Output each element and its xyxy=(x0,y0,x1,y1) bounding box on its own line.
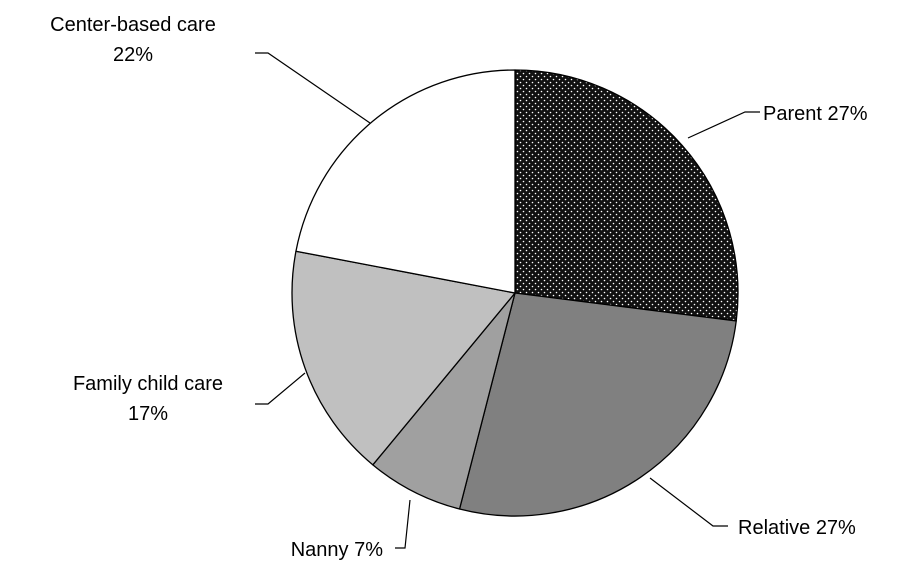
pie-slice-relative xyxy=(458,292,737,517)
slice-label: Parent 27% xyxy=(763,103,868,125)
leader-lines xyxy=(255,52,760,549)
pie-slice-family-child-care xyxy=(291,250,516,466)
leader-line xyxy=(649,477,728,527)
slice-percent-label: 17% xyxy=(128,403,168,425)
pie-slices xyxy=(291,69,739,517)
slice-label: Center-based care xyxy=(50,14,216,36)
pie-slice-parent xyxy=(514,69,739,322)
slice-labels: Parent 27% Relative 27% Nanny 7% Family chi… xyxy=(50,14,868,561)
leader-line xyxy=(687,111,760,139)
leader-line xyxy=(255,52,371,124)
leader-line xyxy=(395,499,411,549)
leader-line xyxy=(255,372,306,405)
slice-label: Family child care xyxy=(73,373,223,395)
pie-slice-center-based-care xyxy=(295,69,516,294)
slice-label: Relative 27% xyxy=(738,517,856,539)
slice-label: Nanny 7% xyxy=(291,539,383,561)
slice-percent-label: 22% xyxy=(113,44,153,66)
